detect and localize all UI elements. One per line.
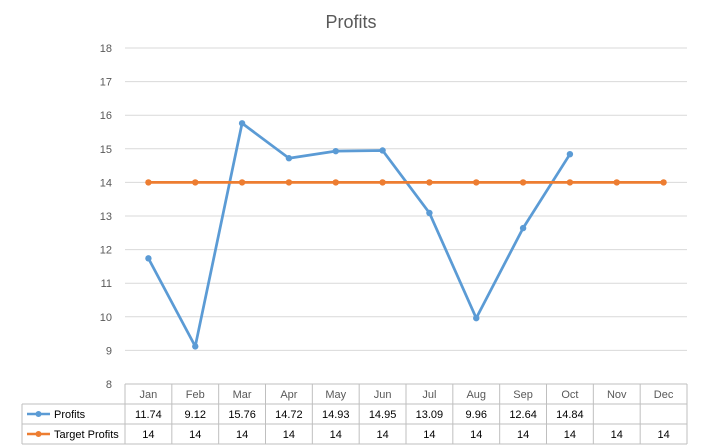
y-tick-label: 10	[100, 312, 112, 324]
y-tick-label: 11	[101, 278, 112, 290]
y-tick-label: 12	[100, 245, 112, 257]
data-table-value: 14.93	[322, 409, 350, 421]
x-category-label: Jul	[422, 389, 436, 401]
data-point	[519, 224, 527, 232]
data-point	[379, 147, 386, 154]
data-table-value: 14	[330, 429, 342, 441]
data-point	[238, 120, 246, 127]
legend-series-name: Target Profits	[54, 429, 119, 441]
gridlines	[125, 47, 687, 351]
legend-series-name: Profits	[54, 409, 86, 421]
data-point	[613, 179, 620, 186]
x-category-label: May	[325, 389, 346, 401]
data-table-value: 14	[611, 429, 623, 441]
x-category-label: Mar	[233, 389, 252, 401]
data-point	[332, 147, 339, 155]
data-table-value: 13.09	[416, 409, 444, 421]
y-tick-label: 18	[100, 43, 112, 55]
data-table-value: 9.12	[185, 409, 206, 421]
x-category-label: Feb	[186, 389, 205, 401]
data-table-value: 14.72	[275, 409, 303, 421]
data-point	[285, 179, 293, 186]
x-category-label: Oct	[561, 389, 578, 401]
data-table: Jan Feb Mar Apr May Jun Jul Aug Sep Oct Nov Dec Prof…	[21, 383, 688, 445]
data-table-value: 14	[657, 429, 669, 441]
data-table-value: 14	[283, 429, 295, 441]
x-category-label: Jan	[140, 389, 158, 401]
data-point	[473, 314, 480, 322]
data-point	[379, 179, 386, 186]
data-point	[192, 179, 199, 186]
y-tick-label: 16	[100, 110, 112, 122]
data-point	[332, 179, 339, 186]
data-table-value: 14	[470, 429, 482, 441]
legend-key-marker	[35, 411, 42, 417]
data-point	[566, 150, 574, 158]
x-category-label: Apr	[280, 389, 297, 401]
data-point	[145, 179, 152, 186]
y-tick-label: 13	[100, 211, 112, 223]
data-table-value: 15.76	[228, 409, 256, 421]
data-table-value: 14	[517, 429, 529, 441]
y-tick-label: 8	[106, 379, 112, 391]
data-point	[426, 209, 433, 217]
data-point	[519, 179, 527, 186]
x-category-label: Sep	[513, 389, 533, 401]
data-table-value: 12.64	[509, 409, 537, 421]
data-table-value: 9.96	[466, 409, 487, 421]
data-table-value: 14	[423, 429, 435, 441]
data-table-value: 14	[142, 429, 154, 441]
series-group	[145, 179, 667, 186]
data-table-value: 14	[376, 429, 388, 441]
y-tick-label: 15	[100, 144, 112, 156]
data-point	[566, 179, 574, 186]
data-table-value: 14.95	[369, 409, 397, 421]
data-point	[473, 179, 480, 186]
x-category-label: Jun	[374, 389, 392, 401]
data-table-value: 14	[564, 429, 576, 441]
data-point	[238, 179, 246, 186]
series-lines	[145, 120, 667, 350]
series-line	[147, 121, 572, 348]
data-point	[426, 179, 433, 186]
y-axis-tick-labels: 8 9 10 11 12 13 14 15 16 17 18	[100, 43, 112, 391]
data-point	[192, 343, 199, 350]
data-point	[660, 179, 667, 186]
data-table-value: 11.74	[135, 409, 162, 421]
data-table-value: 14.84	[556, 409, 584, 421]
y-tick-label: 9	[106, 345, 112, 357]
data-table-value: 14	[236, 429, 248, 441]
legend-key-marker	[35, 431, 42, 437]
series-group	[145, 120, 574, 350]
data-point	[145, 255, 152, 262]
x-category-label: Aug	[466, 389, 486, 401]
y-tick-label: 14	[100, 177, 112, 189]
x-category-label: Nov	[607, 389, 627, 401]
data-table-value: 14	[189, 429, 201, 441]
x-category-label: Dec	[654, 389, 674, 401]
y-tick-label: 17	[100, 77, 112, 89]
chart-title: Profits	[325, 12, 376, 32]
data-point	[285, 155, 293, 162]
